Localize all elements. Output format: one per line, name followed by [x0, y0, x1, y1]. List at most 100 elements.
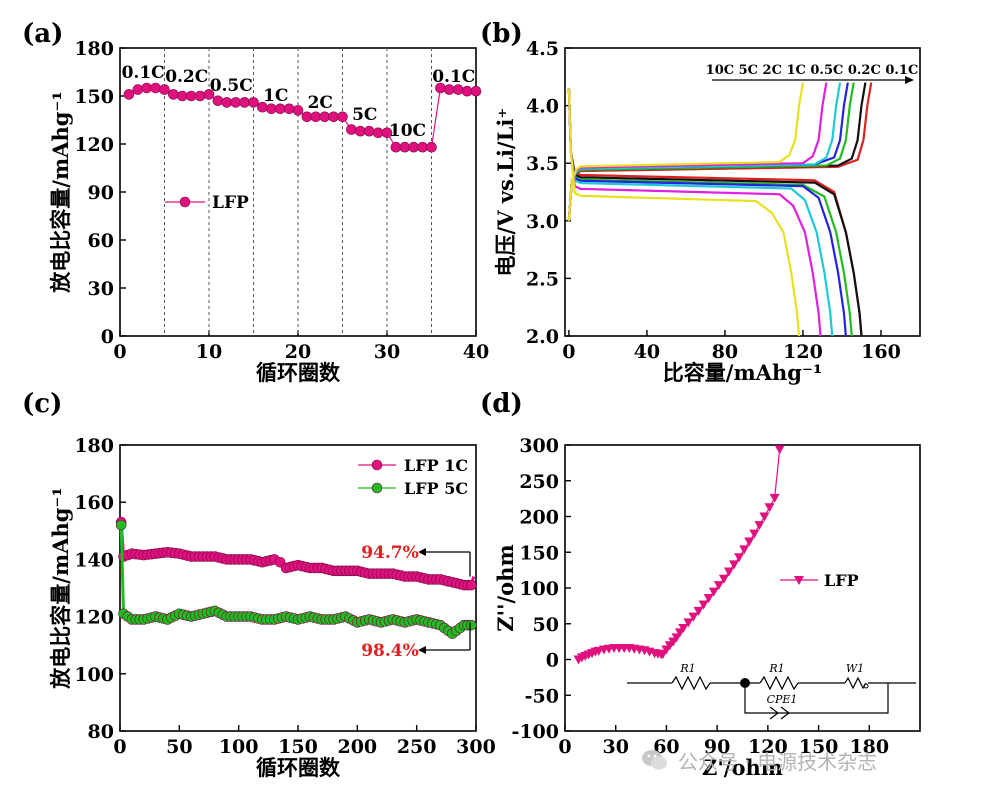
x-tick-label: 10 [196, 341, 222, 363]
x-tick-label: 90 [704, 736, 730, 758]
retention-label: 98.4% [361, 641, 419, 661]
circuit-branch [744, 683, 889, 714]
legend-label: LFP 1C [404, 456, 468, 475]
legend-marker [371, 482, 383, 494]
data-point [372, 127, 384, 139]
x-tick-label: 120 [783, 341, 823, 363]
data-point [292, 105, 304, 116]
y-tick-label: 80 [88, 721, 114, 743]
x-tick-label: 40 [463, 341, 489, 363]
rate-label: 5C [352, 105, 377, 125]
data-point [470, 85, 482, 97]
watermark-text: 公众号 · 电源技术杂志 [678, 749, 878, 774]
data-point [185, 90, 197, 102]
x-tick-label: 300 [456, 736, 496, 758]
y-tick-label: 150 [74, 86, 114, 108]
x-tick-label: 20 [285, 341, 311, 363]
data-point [739, 545, 750, 555]
charge-curve [567, 82, 805, 221]
x-tick-label: 30 [374, 341, 400, 363]
data-point [319, 111, 331, 123]
data-point [337, 111, 348, 123]
x-axis-label: 循环圈数 [256, 755, 341, 780]
data-point [769, 493, 780, 503]
discharge-curve [567, 88, 822, 337]
warburg-dot [863, 683, 869, 689]
y-tick-label: -100 [511, 721, 559, 743]
y-tick-label: 30 [88, 278, 114, 300]
charge-curve [567, 82, 828, 221]
legend-marker [179, 196, 191, 208]
rate-label: 10C [389, 121, 426, 141]
data-point [203, 89, 215, 100]
discharge-curve [567, 88, 853, 337]
data-point [115, 519, 127, 531]
data-point [301, 111, 313, 123]
discharge-curve [567, 88, 801, 337]
data-point [230, 97, 241, 108]
x-tick-label: 180 [849, 736, 889, 758]
y-tick-label: 4.0 [526, 96, 559, 118]
data-point [693, 606, 704, 616]
arrow-head-icon [418, 548, 426, 556]
y-tick-label: 180 [74, 435, 114, 457]
cpe-icon [769, 706, 790, 720]
x-tick-label: 60 [653, 736, 679, 758]
y-tick-label: 250 [519, 471, 559, 493]
x-tick-label: 0 [113, 736, 126, 758]
data-point [465, 579, 477, 591]
discharge-curve [567, 88, 834, 337]
retention-label: 94.7% [361, 543, 419, 563]
rate-label: 0.1C [432, 67, 475, 87]
data-point [168, 89, 179, 100]
series-line-lfp [578, 449, 781, 661]
data-point [417, 141, 428, 153]
data-point [248, 97, 259, 108]
x-tick-label: 30 [602, 736, 628, 758]
warburg-w1-icon [844, 676, 867, 690]
data-point [177, 90, 188, 102]
data-point [150, 82, 161, 94]
data-point [399, 141, 411, 153]
legend-label: LFP 5C [404, 479, 468, 498]
y-tick-label: 4.5 [526, 38, 559, 60]
legend-label: LFP [212, 193, 249, 213]
y-tick-label: 2.0 [526, 326, 559, 348]
data-point [132, 84, 144, 95]
y-tick-label: 3.0 [526, 211, 559, 233]
data-point [754, 521, 765, 531]
charge-curve [567, 82, 842, 221]
y-axis-label: 放电比容量/mAhg⁻¹ [48, 91, 73, 293]
x-tick-label: 100 [219, 736, 259, 758]
data-point [678, 624, 689, 634]
y-tick-label: 180 [74, 38, 114, 60]
data-point [381, 127, 393, 139]
data-point [390, 141, 402, 153]
arrow-head-icon [905, 76, 914, 84]
data-point [729, 560, 740, 570]
data-point [708, 587, 719, 597]
x-axis-label: Z'/ohm [702, 755, 783, 780]
discharge-curve [567, 88, 863, 337]
x-tick-label: 200 [337, 736, 377, 758]
data-point [718, 574, 729, 584]
x-tick-label: 0 [558, 736, 571, 758]
data-point [408, 141, 420, 153]
data-point [713, 581, 724, 591]
resistor-r2-icon [759, 675, 799, 691]
data-point [744, 537, 755, 547]
y-tick-label: 120 [74, 607, 114, 629]
y-tick-label: 0 [101, 326, 114, 348]
data-point [759, 512, 770, 522]
panel-label-b: (b) [480, 19, 523, 49]
rate-label: 2C [308, 93, 333, 113]
data-point [465, 619, 477, 631]
x-tick-label: 80 [712, 341, 738, 363]
x-tick-label: 0 [113, 341, 126, 363]
y-tick-label: 160 [74, 492, 114, 514]
charge-curve [567, 82, 855, 221]
y-tick-label: 150 [519, 542, 559, 564]
y-tick-label: 300 [519, 435, 559, 457]
data-point [310, 111, 322, 123]
